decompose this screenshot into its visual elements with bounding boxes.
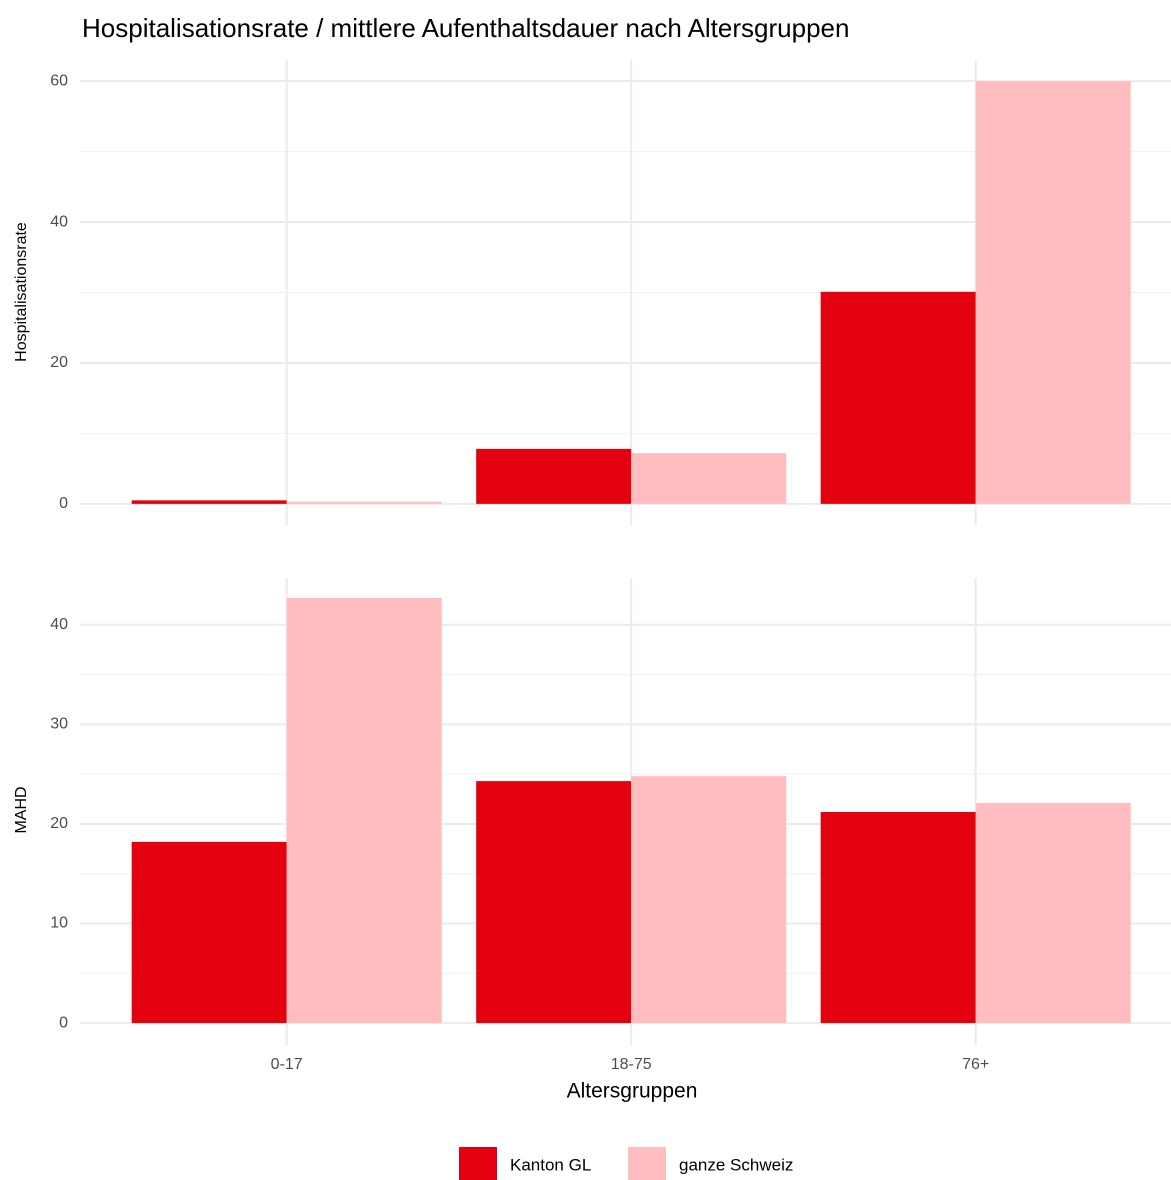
bar — [476, 781, 632, 1024]
y-tick-label: 0 — [59, 1014, 68, 1031]
legend-swatch — [628, 1147, 666, 1180]
y-tick-label: 60 — [50, 72, 68, 89]
bar — [286, 597, 442, 1024]
bar — [975, 803, 1131, 1024]
y-tick-label: 40 — [50, 213, 68, 230]
x-tick-label: 0-17 — [271, 1056, 303, 1073]
y-axis-label: MAHD — [13, 786, 30, 833]
legend-swatch — [459, 1147, 497, 1180]
x-axis-label: Altersgruppen — [567, 1080, 698, 1103]
bar — [131, 841, 287, 1024]
bar — [286, 501, 442, 504]
x-tick-label: 76+ — [962, 1056, 989, 1073]
bar — [631, 453, 787, 504]
bar — [975, 81, 1131, 504]
bar — [820, 811, 976, 1024]
y-tick-label: 20 — [50, 815, 68, 832]
bar — [476, 448, 632, 504]
bar — [631, 776, 787, 1024]
y-tick-label: 10 — [50, 915, 68, 932]
x-tick-label: 18-75 — [611, 1056, 652, 1073]
chart-title: Hospitalisationsrate / mittlere Aufentha… — [82, 13, 849, 43]
y-tick-label: 0 — [59, 495, 68, 512]
bar — [820, 291, 976, 504]
y-tick-label: 40 — [50, 616, 68, 633]
legend-label: ganze Schweiz — [679, 1155, 793, 1174]
bar — [131, 500, 287, 504]
y-tick-label: 20 — [50, 354, 68, 371]
y-tick-label: 30 — [50, 716, 68, 733]
legend-label: Kanton GL — [510, 1155, 591, 1174]
y-axis-label: Hospitalisationsrate — [13, 222, 30, 362]
